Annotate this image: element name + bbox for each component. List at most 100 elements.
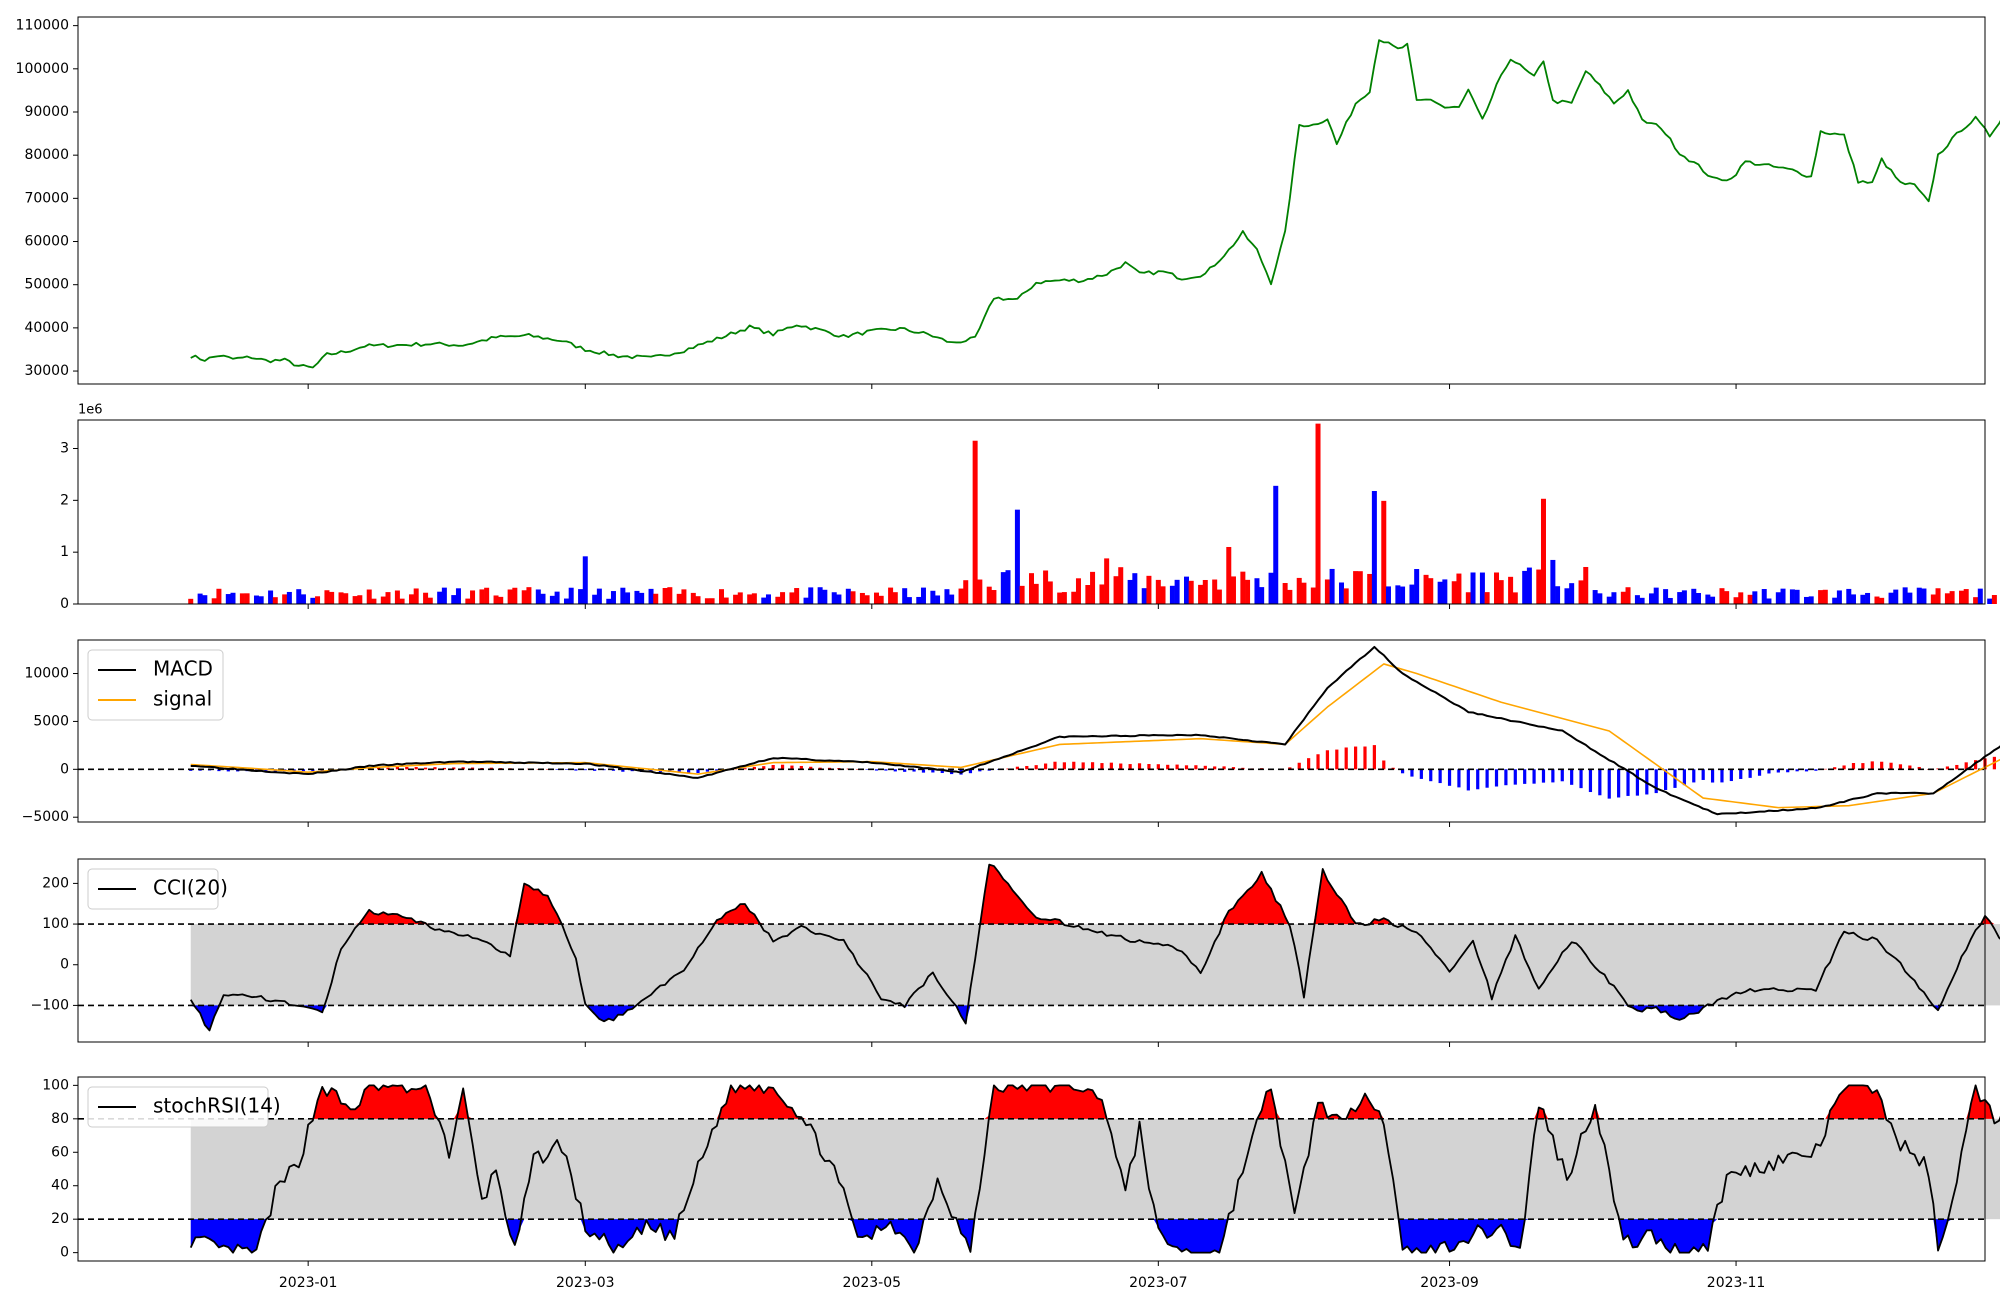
macd-ytick-label: 5000 [33,713,69,729]
volume-bar [1639,597,1645,604]
volume-bar [1634,595,1640,604]
volume-bar [1099,584,1105,604]
macd-histogram-bar [1231,767,1236,770]
volume-ytick-label: 1 [60,544,69,560]
macd-histogram-bar [1710,769,1715,783]
volume-bar [822,589,828,604]
volume-bar [1188,580,1194,604]
volume-bar [920,587,926,604]
macd-histogram-bar [1523,769,1527,784]
volume-bar [268,590,274,604]
volume-bar [1216,589,1222,604]
macd-histogram-bar [1307,758,1311,770]
price-ytick-label: 50000 [24,277,69,293]
volume-bar [596,588,602,604]
volume-bar [1808,596,1814,604]
price-ytick-label: 40000 [24,320,69,336]
macd-histogram-bar [856,769,860,770]
macd-legend-label: MACD [153,657,213,681]
volume-bar [845,588,851,604]
macd-histogram-bar [931,769,935,773]
volume-bar [385,592,391,604]
macd-histogram-bar [1476,769,1480,790]
macd-histogram-bar [470,767,475,770]
volume-bar [216,588,222,604]
stochrsi-axes-frame [77,1076,1986,1262]
macd-histogram-bar [1447,769,1452,786]
volume-bar [944,589,950,604]
macd-histogram-bar [1137,763,1142,770]
volume-bar [465,598,471,604]
macd-histogram-bar [1964,762,1968,770]
volume-bar [803,597,809,604]
volume-bar [1780,588,1786,604]
volume-bar [408,594,414,604]
volume-bar [1118,567,1124,604]
volume-bar [662,588,668,604]
macd-histogram-bar [1015,766,1020,770]
volume-bar [1804,596,1810,604]
volume-bar [272,597,278,604]
volume-bar [1146,575,1152,604]
volume-ytick-label: 0 [60,596,69,612]
volume-bar [1907,592,1913,604]
macd-histogram-bar [1419,769,1423,779]
volume-bar [625,592,631,604]
macd-histogram-bar [1889,762,1893,770]
volume-bar [1005,570,1011,604]
volume-bar [1977,588,1983,604]
macd-histogram-bar [1288,767,1292,770]
volume-bar [1522,570,1528,604]
volume-bar [1451,581,1457,604]
volume-bar [958,588,964,604]
volume-bar [554,591,560,604]
volume-bar [859,592,865,604]
volume-bar [1747,594,1753,604]
price-ytick-label: 90000 [24,104,69,120]
macd-histogram-bar [1908,765,1912,770]
volume-bar [1921,588,1927,604]
macd-histogram-bar [574,769,578,771]
volume-bar [1273,485,1279,604]
macd-histogram-bar [1607,769,1611,799]
macd-histogram-bar [301,769,306,772]
macd-histogram-bar [1842,765,1846,770]
macd-histogram-bar [1184,765,1189,770]
volume-bar [253,595,259,604]
volume-bar [1339,582,1344,604]
macd-histogram-bar [217,769,221,772]
volume-bar [1057,592,1063,604]
volume-bar [1874,596,1880,604]
volume-bar [1597,593,1603,604]
macd-histogram-bar [1795,769,1799,772]
volume-bar [1944,593,1950,604]
volume-bar [244,593,250,604]
volume-bar [1620,591,1626,604]
volume-bar [498,596,504,604]
volume-bar [747,594,753,604]
cci-ytick-label: 0 [60,957,69,973]
stochrsi-ytick-label: 100 [42,1077,69,1093]
volume-bar [963,580,969,604]
macd-histogram-bar [696,769,700,774]
volume-bar [1141,588,1147,604]
volume-bar [338,592,344,604]
price-ytick-label: 100000 [16,61,69,77]
macd-histogram-bar [1372,745,1376,770]
macd-histogram-bar [1823,768,1827,770]
macd-histogram-bar [1072,761,1076,770]
macd-line [190,645,2000,816]
macd-histogram-bar [1494,769,1499,787]
volume-bar [470,590,476,604]
cci-legend-box [87,868,219,910]
volume-bar [1695,593,1701,604]
macd-histogram-bar [1025,765,1029,770]
volume-bar [1014,509,1020,604]
macd-histogram-bar [1100,763,1104,770]
volume-bar [1160,586,1166,604]
x-tick-label: 2023-07 [1129,1275,1188,1291]
volume-bar [695,596,701,604]
volume-bar [592,594,598,604]
volume-bar [188,598,194,604]
volume-panel: 0 1 2 3 1e6 [60,403,1997,612]
